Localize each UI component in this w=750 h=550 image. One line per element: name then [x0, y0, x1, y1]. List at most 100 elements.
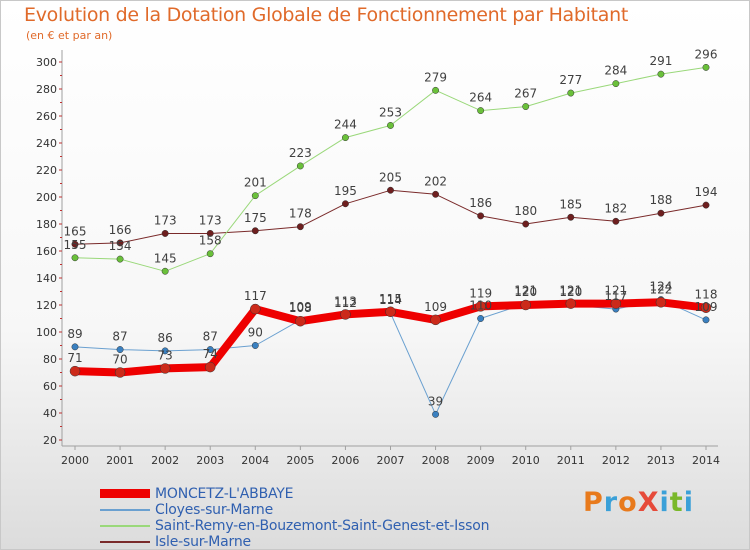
y-tick-label: 160 [36, 245, 57, 258]
brand-letter: o [618, 487, 638, 518]
data-point [702, 63, 710, 71]
chart-subtitle: (en € et par an) [26, 29, 113, 42]
data-point [161, 347, 169, 355]
data-point [161, 267, 169, 275]
legend-item: MONCETZ-L'ABBAYE [100, 486, 560, 502]
x-tick-label: 2001 [106, 454, 134, 467]
y-tick-label: 200 [36, 191, 57, 204]
data-label: 175 [244, 211, 267, 225]
y-tick-label: 80 [43, 353, 57, 366]
x-tick-label: 2010 [512, 454, 540, 467]
data-point [477, 107, 485, 115]
x-tick-label: 2011 [557, 454, 585, 467]
data-point [206, 230, 214, 237]
data-label: 277 [559, 73, 582, 87]
data-point [567, 89, 575, 97]
legend-swatch [100, 525, 150, 527]
data-point [702, 201, 710, 209]
data-label: 185 [559, 197, 582, 211]
legend-label: Saint-Remy-en-Bouzemont-Saint-Genest-et-… [155, 518, 490, 534]
data-label: 296 [695, 47, 718, 61]
data-point [69, 365, 81, 377]
data-point [432, 86, 440, 94]
data-point [567, 213, 575, 221]
data-label: 154 [109, 239, 132, 253]
brand-letter: r [603, 487, 619, 518]
data-point [340, 309, 351, 320]
data-label: 71 [67, 351, 82, 365]
data-label: 194 [695, 185, 718, 199]
legend-swatch [100, 541, 150, 543]
data-point [295, 315, 306, 327]
y-tick-label: 240 [36, 137, 57, 150]
legend-item: Cloyes-sur-Marne [100, 502, 560, 518]
x-tick-label: 2009 [467, 454, 495, 467]
x-tick-label: 2002 [151, 454, 179, 467]
data-point [116, 346, 124, 353]
data-point [657, 70, 665, 78]
data-point [385, 306, 396, 317]
x-tick-label: 2013 [647, 454, 675, 467]
y-tick-label: 300 [36, 56, 57, 69]
data-label: 165 [64, 224, 87, 238]
data-point [655, 297, 667, 308]
data-label: 223 [289, 146, 312, 160]
data-point [522, 220, 530, 228]
brand-letter: t [669, 487, 684, 518]
data-label: 120 [514, 285, 537, 299]
data-label: 110 [469, 299, 492, 313]
data-label: 118 [695, 288, 718, 302]
data-label: 119 [469, 286, 492, 300]
data-label: 90 [248, 326, 263, 340]
data-label: 291 [649, 54, 672, 68]
data-label: 205 [379, 170, 402, 184]
data-label: 114 [379, 293, 402, 307]
chart-legend: MONCETZ-L'ABBAYE Cloyes-sur-Marne Saint-Re… [100, 486, 560, 550]
x-tick-label: 2005 [286, 454, 314, 467]
data-label: 112 [334, 296, 357, 310]
data-label: 109 [289, 300, 312, 314]
x-tick-label: 2014 [692, 454, 720, 467]
data-point [520, 299, 531, 311]
data-label: 244 [334, 118, 357, 132]
data-point [522, 103, 530, 111]
data-label: 115 [379, 292, 402, 306]
data-point [612, 80, 620, 88]
legend-label: Isle-sur-Marne [155, 534, 251, 550]
data-label: 122 [649, 282, 672, 296]
data-point [116, 239, 124, 247]
x-tick-label: 2008 [422, 454, 450, 467]
data-point [71, 254, 79, 262]
data-point [161, 230, 169, 237]
data-label: 173 [154, 213, 177, 227]
data-point [251, 227, 259, 235]
data-point [387, 186, 394, 194]
x-tick-label: 2004 [241, 454, 269, 467]
data-label: 87 [203, 330, 218, 344]
y-tick-label: 60 [43, 380, 57, 393]
data-label: 284 [604, 64, 627, 78]
data-label: 155 [64, 238, 87, 252]
data-point [475, 301, 486, 312]
x-tick-label: 2012 [602, 454, 630, 467]
data-point [296, 223, 304, 231]
data-label: 87 [112, 330, 127, 344]
x-tick-label: 2006 [331, 454, 359, 467]
data-label: 109 [424, 300, 447, 314]
data-label: 73 [158, 348, 173, 362]
data-point [341, 200, 349, 208]
data-label: 86 [158, 331, 173, 345]
data-label: 253 [379, 105, 402, 119]
data-point [296, 162, 304, 170]
data-point [206, 250, 214, 258]
data-point [432, 410, 440, 418]
x-tick-label: 2000 [61, 454, 89, 467]
y-tick-label: 220 [36, 164, 57, 177]
data-label: 264 [469, 91, 492, 105]
x-tick-label: 2003 [196, 454, 224, 467]
data-label: 158 [199, 234, 222, 248]
data-point [432, 190, 440, 198]
data-point [204, 361, 216, 373]
data-label: 180 [514, 204, 537, 218]
data-label: 195 [334, 184, 357, 198]
